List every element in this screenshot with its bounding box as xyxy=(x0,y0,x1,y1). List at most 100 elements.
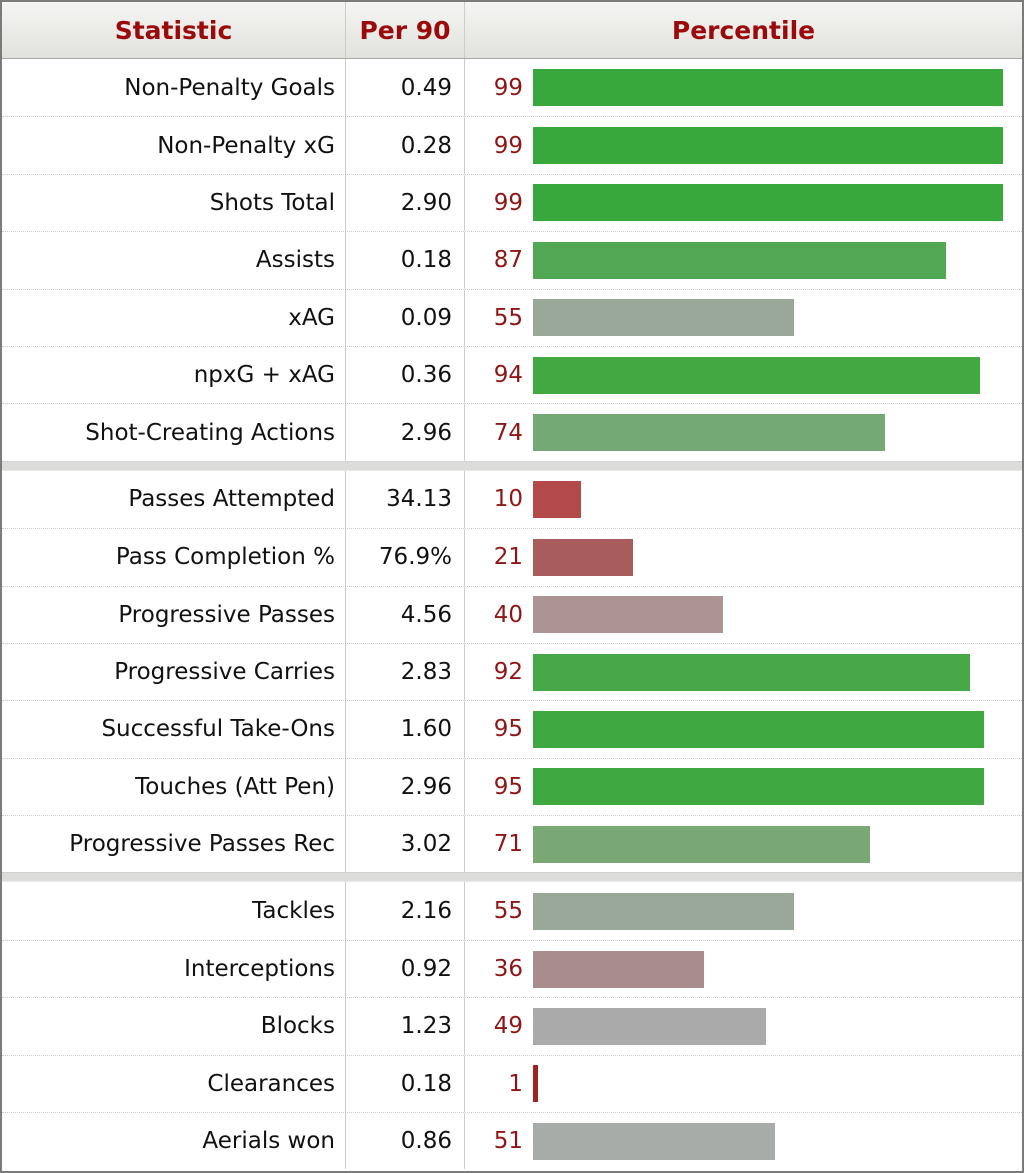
percentile-bar xyxy=(533,538,633,576)
percentile-value: 74 xyxy=(493,419,523,446)
percentile-cell: 99 xyxy=(464,59,1022,117)
table-row: Pass Completion % 76.9% 21 xyxy=(2,528,1022,586)
table-body: Non-Penalty Goals 0.49 99 Non-Penalty xG… xyxy=(2,59,1022,1170)
statistic-label: Shot-Creating Actions xyxy=(85,419,335,446)
table-row: Shots Total 2.90 99 xyxy=(2,173,1022,232)
percentile-value: 21 xyxy=(493,544,523,571)
per90-value: 2.96 xyxy=(345,758,464,816)
percentile-cell: 55 xyxy=(464,289,1022,346)
percentile-cell: 92 xyxy=(464,643,1022,701)
per90-value: 4.56 xyxy=(345,586,464,643)
table-row: xAG 0.09 55 xyxy=(2,288,1022,346)
table-row: Interceptions 0.92 36 xyxy=(2,939,1022,998)
percentile-bar-track xyxy=(533,892,1008,930)
percentile-value: 92 xyxy=(493,659,523,686)
percentile-value: 51 xyxy=(493,1128,523,1155)
per90-value: 1.23 xyxy=(345,998,464,1055)
percentile-bar xyxy=(533,184,1004,222)
header-percentile: Percentile xyxy=(464,2,1022,58)
percentile-cell: 55 xyxy=(464,882,1022,940)
table-row: Shot-Creating Actions 2.96 74 xyxy=(2,403,1022,461)
statistic-label: Successful Take-Ons xyxy=(101,716,335,743)
percentile-cell: 99 xyxy=(464,117,1022,174)
percentile-bar-track xyxy=(533,538,1008,576)
percentile-value: 55 xyxy=(493,898,523,925)
per90-value: 2.16 xyxy=(345,882,464,940)
per90-value: 0.92 xyxy=(345,940,464,998)
table-row: Touches (Att Pen) 2.96 95 xyxy=(2,757,1022,816)
percentile-bar-track xyxy=(533,414,1008,452)
per90-value: 0.18 xyxy=(345,1055,464,1113)
statistic-label: Non-Penalty xG xyxy=(157,132,335,159)
percentile-cell: 71 xyxy=(464,816,1022,873)
table-row: Passes Attempted 34.13 10 xyxy=(2,470,1022,529)
percentile-bar-track xyxy=(533,768,1008,806)
percentile-value: 49 xyxy=(493,1013,523,1040)
per90-value: 2.96 xyxy=(345,404,464,461)
table-row: Non-Penalty Goals 0.49 99 xyxy=(2,59,1022,117)
statistic-label: Assists xyxy=(255,247,335,274)
table-row: Non-Penalty xG 0.28 99 xyxy=(2,116,1022,174)
statistic-label: Aerials won xyxy=(202,1128,335,1155)
table-row: Successful Take-Ons 1.60 95 xyxy=(2,700,1022,758)
percentile-value: 99 xyxy=(493,132,523,159)
percentile-bar xyxy=(533,414,885,452)
group-separator xyxy=(2,872,1022,883)
percentile-bar xyxy=(533,950,704,988)
per90-value: 2.90 xyxy=(345,174,464,232)
percentile-value: 95 xyxy=(493,716,523,743)
percentile-cell: 49 xyxy=(464,998,1022,1055)
percentile-bar xyxy=(533,127,1004,165)
statistic-label: Progressive Carries xyxy=(114,659,335,686)
percentile-bar xyxy=(533,480,581,518)
per90-value: 2.83 xyxy=(345,643,464,701)
table-row: Progressive Passes 4.56 40 xyxy=(2,585,1022,643)
percentile-bar-track xyxy=(533,710,1008,748)
table-row: Clearances 0.18 1 xyxy=(2,1054,1022,1113)
percentile-cell: 95 xyxy=(464,758,1022,816)
percentile-bar-track xyxy=(533,480,1008,518)
percentile-bar-track xyxy=(533,950,1008,988)
percentile-cell: 99 xyxy=(464,174,1022,232)
table-row: npxG + xAG 0.36 94 xyxy=(2,345,1022,404)
statistic-label: Blocks xyxy=(260,1013,335,1040)
per90-value: 0.28 xyxy=(345,117,464,174)
statistic-label: xAG xyxy=(288,304,335,331)
percentile-cell: 95 xyxy=(464,701,1022,758)
percentile-value: 99 xyxy=(493,74,523,101)
percentile-cell: 51 xyxy=(464,1113,1022,1170)
percentile-bar xyxy=(533,356,980,394)
table-row: Aerials won 0.86 51 xyxy=(2,1112,1022,1170)
percentile-cell: 21 xyxy=(464,529,1022,586)
per90-value: 0.49 xyxy=(345,59,464,117)
statistic-label: npxG + xAG xyxy=(193,362,335,389)
statistic-label: Progressive Passes Rec xyxy=(69,831,335,858)
percentile-cell: 87 xyxy=(464,232,1022,289)
percentile-bar-track xyxy=(533,1007,1008,1045)
table-row: Progressive Passes Rec 3.02 71 xyxy=(2,815,1022,873)
percentile-cell: 74 xyxy=(464,404,1022,461)
percentile-bar-track xyxy=(533,653,1008,691)
percentile-value: 71 xyxy=(493,831,523,858)
percentile-cell: 40 xyxy=(464,586,1022,643)
percentile-value: 10 xyxy=(493,486,523,513)
percentile-value: 87 xyxy=(493,247,523,274)
percentile-bar xyxy=(533,69,1004,107)
percentile-value: 40 xyxy=(493,601,523,628)
percentile-bar xyxy=(533,299,795,337)
percentile-value: 36 xyxy=(493,956,523,983)
per90-value: 0.36 xyxy=(345,346,464,404)
percentile-bar xyxy=(533,1122,776,1160)
percentile-bar-track xyxy=(533,596,1008,634)
percentile-bar xyxy=(533,241,947,279)
header-per90: Per 90 xyxy=(345,2,464,58)
per90-value: 3.02 xyxy=(345,816,464,873)
per90-value: 34.13 xyxy=(345,470,464,529)
percentile-bar-track xyxy=(533,1122,1008,1160)
statistic-label: Passes Attempted xyxy=(128,486,335,513)
per90-value: 0.86 xyxy=(345,1113,464,1170)
percentile-bar xyxy=(533,710,985,748)
header-statistic: Statistic xyxy=(114,15,233,45)
percentile-bar xyxy=(533,1007,766,1045)
